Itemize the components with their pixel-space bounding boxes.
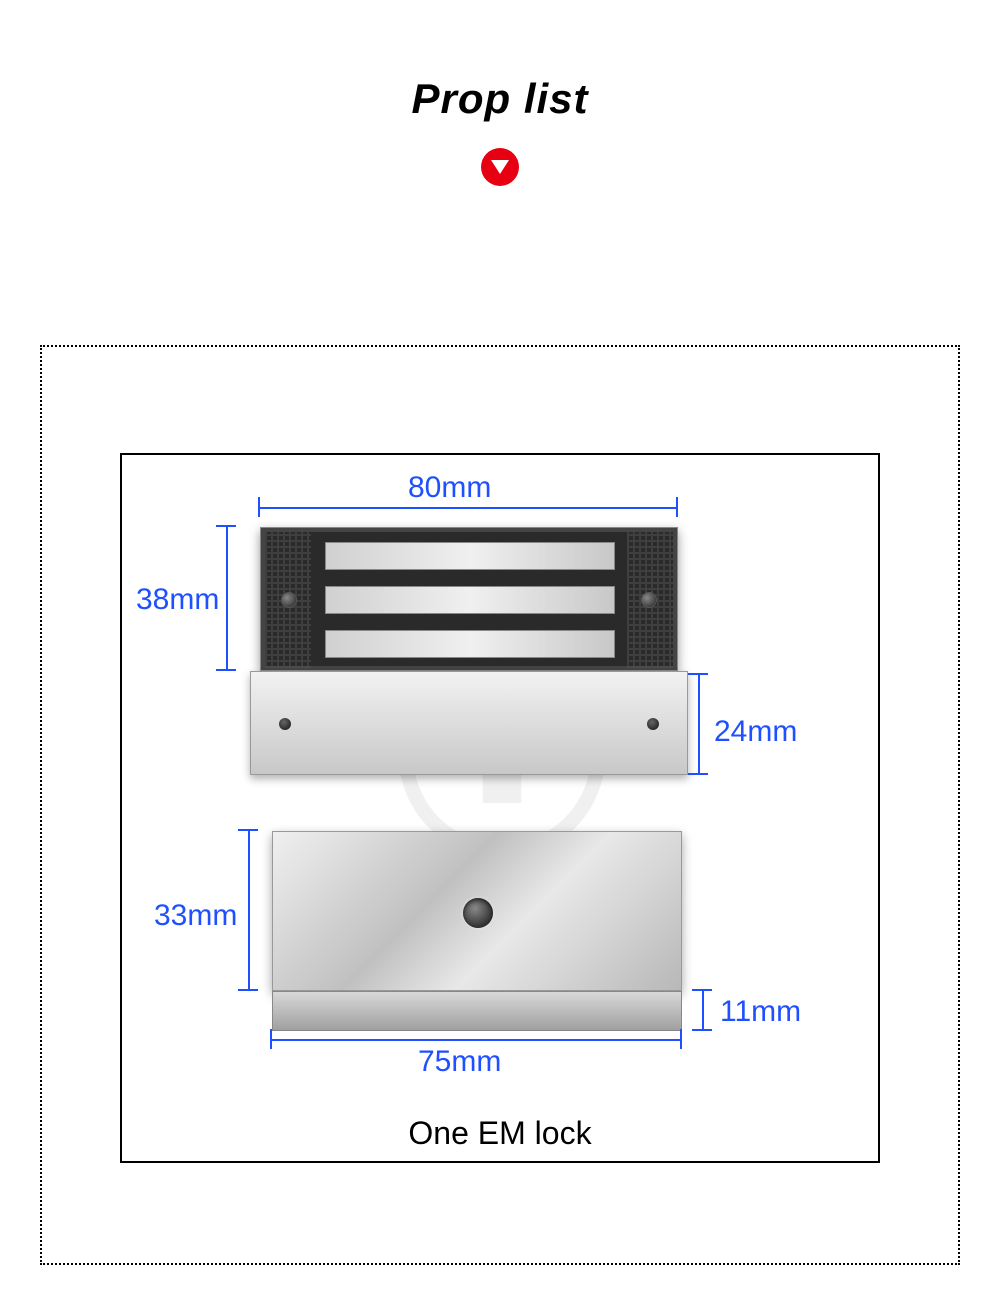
mounting-hole-icon: [647, 718, 659, 730]
armature-plate-top: [272, 831, 682, 991]
dimension-line-base_d: [698, 673, 700, 773]
down-arrow-icon: [481, 148, 519, 186]
dimension-tick-top_w: [676, 497, 678, 517]
magnet-strip: [325, 586, 615, 614]
dimension-line-pl_t: [702, 989, 704, 1029]
dimension-label-base_d: 24mm: [714, 715, 797, 749]
screw-icon: [281, 592, 297, 608]
dimension-tick-base_d: [688, 673, 708, 675]
mounting-hole-icon: [279, 718, 291, 730]
dimension-tick-pl_h: [238, 829, 258, 831]
magnet-face: [260, 527, 678, 671]
dimension-line-top_h: [226, 525, 228, 669]
dimension-label-pl_w: 75mm: [418, 1045, 501, 1079]
dimension-tick-base_d: [688, 773, 708, 775]
dimension-tick-pl_h: [238, 989, 258, 991]
dimension-tick-pl_w: [270, 1029, 272, 1049]
dimension-label-pl_t: 11mm: [720, 995, 801, 1029]
dimension-tick-top_w: [258, 497, 260, 517]
screw-icon: [641, 592, 657, 608]
magnet-base: [250, 671, 688, 775]
dimension-tick-top_h: [216, 669, 236, 671]
center-hole-icon: [463, 898, 493, 928]
product-caption: One EM lock: [122, 1115, 878, 1152]
dimension-tick-pl_t: [692, 1029, 712, 1031]
magnet-strip: [325, 630, 615, 658]
dimension-label-top_w: 80mm: [408, 471, 491, 505]
armature-plate-side: [272, 991, 682, 1031]
dimension-tick-pl_w: [680, 1029, 682, 1049]
dimension-label-pl_h: 33mm: [154, 899, 237, 933]
dimension-label-top_h: 38mm: [136, 583, 219, 617]
magnet-strip: [325, 542, 615, 570]
page-title: Prop list: [0, 75, 1000, 123]
dimension-line-top_w: [258, 507, 676, 509]
dimension-line-pl_w: [270, 1039, 680, 1041]
dimension-line-pl_h: [248, 829, 250, 989]
dimension-tick-pl_t: [692, 989, 712, 991]
dimension-tick-top_h: [216, 525, 236, 527]
